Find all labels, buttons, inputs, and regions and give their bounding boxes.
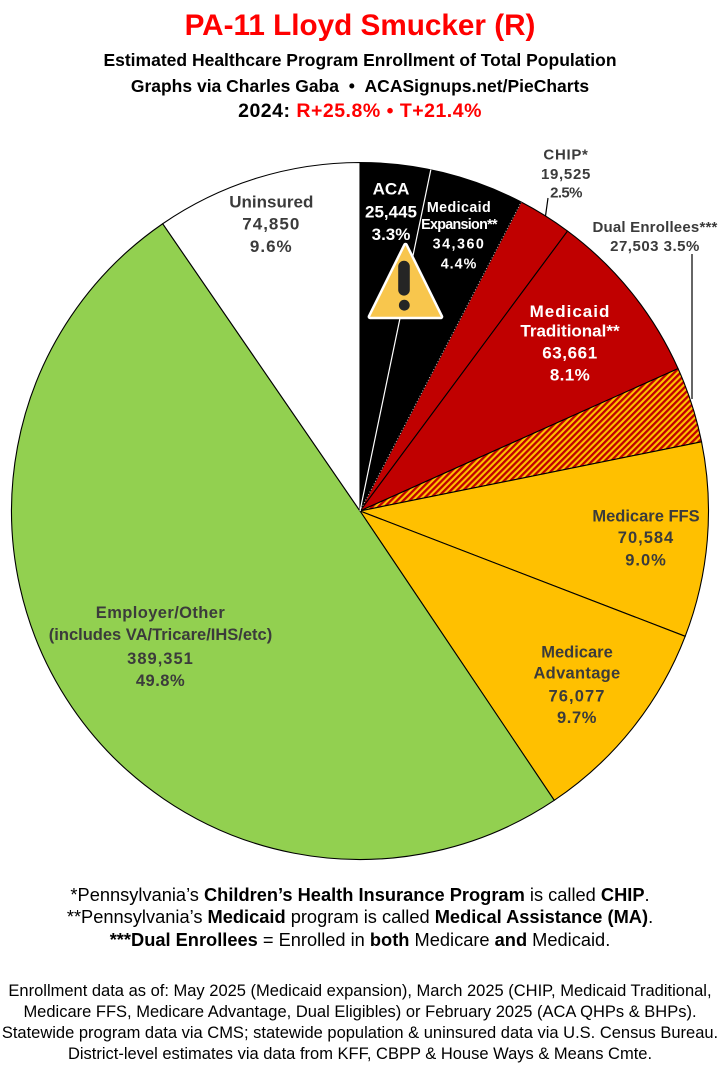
svg-text:4.4%: 4.4%	[441, 257, 478, 273]
svg-text:34,360: 34,360	[433, 237, 486, 253]
svg-text:Medicare: Medicare	[541, 644, 613, 662]
svg-text:CHIP*: CHIP*	[543, 147, 588, 164]
svg-text:63,661: 63,661	[542, 344, 598, 363]
svg-text:3.3%: 3.3%	[372, 225, 411, 244]
svg-text:Advantage: Advantage	[533, 664, 620, 682]
svg-text:Medicaid: Medicaid	[427, 200, 491, 216]
svg-text:Expansion**: Expansion**	[421, 217, 498, 233]
svg-text:9.7%: 9.7%	[557, 709, 597, 727]
svg-text:2.5%: 2.5%	[550, 185, 582, 202]
svg-text:ACA: ACA	[373, 180, 410, 199]
svg-text:25,445: 25,445	[365, 203, 417, 222]
svg-text:Medicaid: Medicaid	[530, 302, 611, 321]
svg-text:27,503 3.5%: 27,503 3.5%	[610, 238, 700, 255]
svg-text:Uninsured: Uninsured	[229, 193, 313, 212]
svg-text:Dual Enrollees***: Dual Enrollees***	[592, 219, 717, 236]
svg-text:Employer/Other: Employer/Other	[96, 604, 226, 622]
svg-text:9.6%: 9.6%	[250, 237, 293, 256]
svg-text:76,077: 76,077	[548, 687, 605, 705]
svg-text:19,525: 19,525	[541, 166, 591, 183]
svg-text:(includes VA/Tricare/IHS/etc): (includes VA/Tricare/IHS/etc)	[49, 626, 272, 644]
svg-text:8.1%: 8.1%	[550, 366, 590, 385]
svg-text:49.8%: 49.8%	[136, 672, 185, 690]
svg-text:70,584: 70,584	[618, 529, 674, 547]
svg-text:Medicare FFS: Medicare FFS	[592, 508, 699, 526]
svg-text:9.0%: 9.0%	[625, 552, 667, 570]
svg-text:74,850: 74,850	[242, 215, 300, 234]
svg-text:389,351: 389,351	[127, 650, 194, 668]
svg-text:Traditional**: Traditional**	[520, 322, 620, 341]
